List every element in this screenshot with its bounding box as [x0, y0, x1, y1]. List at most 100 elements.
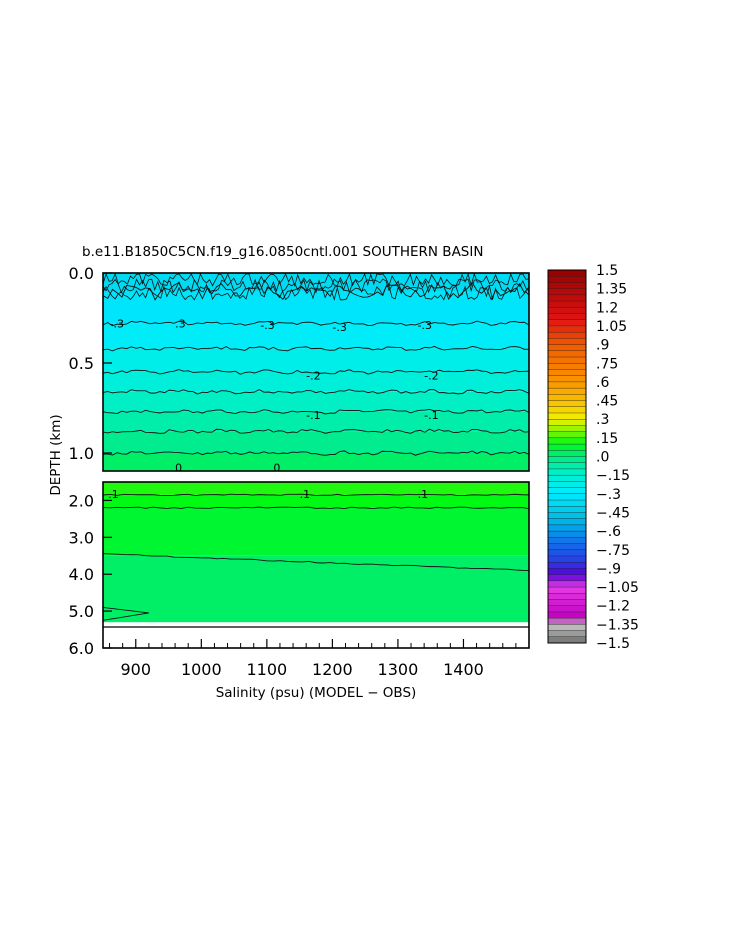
colorbar-swatch: [547, 437, 587, 445]
lower-contour: [102, 606, 149, 621]
y-axis-label: DEPTH (km): [48, 414, 64, 495]
upper-contour: [102, 408, 530, 415]
colorbar-label: −1.35: [596, 617, 639, 633]
upper-contour: [102, 389, 530, 395]
upper-contour: [102, 369, 530, 375]
colorbar-swatch: [547, 617, 587, 625]
colorbar-label: .45: [596, 394, 618, 410]
upper-contour-label: -.3: [332, 321, 346, 334]
upper-band: [103, 431, 529, 453]
colorbar-swatch: [547, 344, 587, 352]
upper-contour: [102, 320, 530, 327]
colorbar-label: .9: [596, 338, 609, 354]
upper-band: [103, 291, 529, 324]
colorbar-swatch: [547, 443, 587, 451]
x-tick-label: 1300: [378, 660, 419, 679]
colorbar-swatch: [547, 313, 587, 321]
colorbar-swatch: [547, 369, 587, 377]
lower-y-tick-label: 4.0: [69, 565, 94, 584]
lower-panel: .1 .1 .1 2.0 3.0 4.0 5.0 6.0: [69, 481, 530, 658]
upper-contour: [102, 281, 530, 301]
colorbar-label: .0: [596, 450, 609, 466]
colorbar-label: −1.2: [596, 599, 630, 615]
colorbar-swatch: [547, 276, 587, 283]
x-tick-label: 900: [120, 660, 151, 679]
upper-contour: [102, 278, 530, 294]
upper-y-tick-label: 0.0: [69, 264, 94, 283]
colorbar-swatch: [547, 294, 587, 302]
colorbar-swatch: [547, 555, 587, 563]
lower-contour-label: .1: [300, 488, 311, 501]
upper-contour-label: 0: [273, 461, 280, 474]
upper-contour-label: 0: [175, 461, 182, 474]
colorbar-swatch: [547, 574, 587, 582]
colorbar-swatch: [547, 288, 587, 296]
lower-y-tick-label: 3.0: [69, 528, 94, 547]
lower-contour-label: .1: [108, 488, 119, 501]
colorbar-swatch: [547, 431, 587, 439]
colorbar-swatch: [547, 599, 587, 607]
upper-contour: [102, 284, 530, 301]
upper-frame: [102, 272, 530, 472]
colorbar-swatch: [547, 624, 587, 632]
upper-contour-label: -.1: [306, 409, 320, 422]
colorbar-label: −.45: [596, 505, 630, 521]
upper-y-tick-label: 0.5: [69, 354, 94, 373]
colorbar-label: −.75: [596, 543, 630, 559]
upper-contour-label: .3: [175, 317, 186, 330]
colorbar-label: .15: [596, 431, 618, 447]
colorbar-swatch: [547, 568, 587, 576]
colorbar-swatch: [547, 462, 587, 470]
upper-contour: [102, 346, 530, 352]
colorbar-swatch: [547, 487, 587, 495]
x-tick-label: 1000: [181, 660, 222, 679]
colorbar-swatch: [547, 300, 587, 308]
upper-band: [103, 372, 529, 392]
colorbar-swatch: [547, 363, 587, 370]
lower-contour-label: .1: [418, 488, 429, 501]
upper-band: [103, 453, 529, 471]
upper-band: [103, 348, 529, 372]
upper-band: [103, 411, 529, 432]
colorbar-swatch: [547, 586, 587, 594]
colorbar-swatch: [547, 493, 587, 501]
colorbar-swatch: [547, 549, 587, 557]
upper-band: [103, 273, 529, 291]
colorbar-swatch: [547, 611, 587, 619]
lower-band: [103, 494, 529, 508]
lower-frame: [102, 481, 530, 649]
upper-contour: [102, 428, 530, 434]
lower-band: [103, 507, 529, 556]
upper-contour-label: -.3: [418, 319, 432, 332]
upper-contour: [102, 272, 530, 288]
colorbar-swatch: [547, 537, 587, 545]
colorbar-swatch: [547, 561, 587, 569]
colorbar-swatch: [547, 319, 587, 327]
upper-band: [103, 323, 529, 349]
colorbar-label: 1.2: [596, 300, 618, 316]
chart-title: b.e11.B1850C5CN.f19_g16.0850cntl.001 SOU…: [82, 244, 483, 260]
colorbar-swatch: [547, 406, 587, 414]
colorbar-label: −1.5: [596, 636, 630, 652]
colorbar-swatch: [547, 412, 587, 420]
colorbar-swatch: [547, 394, 587, 402]
x-tick-label: 1400: [443, 660, 484, 679]
colorbar-swatch: [547, 419, 587, 426]
upper-contour-label: -.3: [260, 319, 274, 332]
colorbar-swatch: [547, 269, 587, 277]
colorbar-label: .75: [596, 356, 618, 372]
colorbar-swatch: [547, 456, 587, 464]
colorbar-swatch: [547, 580, 587, 588]
colorbar-label: −.6: [596, 524, 621, 540]
colorbar-swatch: [547, 512, 587, 520]
colorbar-swatch: [547, 307, 587, 315]
colorbar-swatch: [547, 605, 587, 613]
colorbar-swatch: [547, 468, 587, 476]
lower-y-tick-label: 5.0: [69, 602, 94, 621]
lower-y-tick-label: 6.0: [69, 639, 94, 658]
colorbar-swatch: [547, 375, 587, 383]
upper-contour-label: -.2: [306, 370, 320, 383]
colorbar-swatch: [547, 282, 587, 290]
upper-contour-label: -.1: [424, 409, 438, 422]
